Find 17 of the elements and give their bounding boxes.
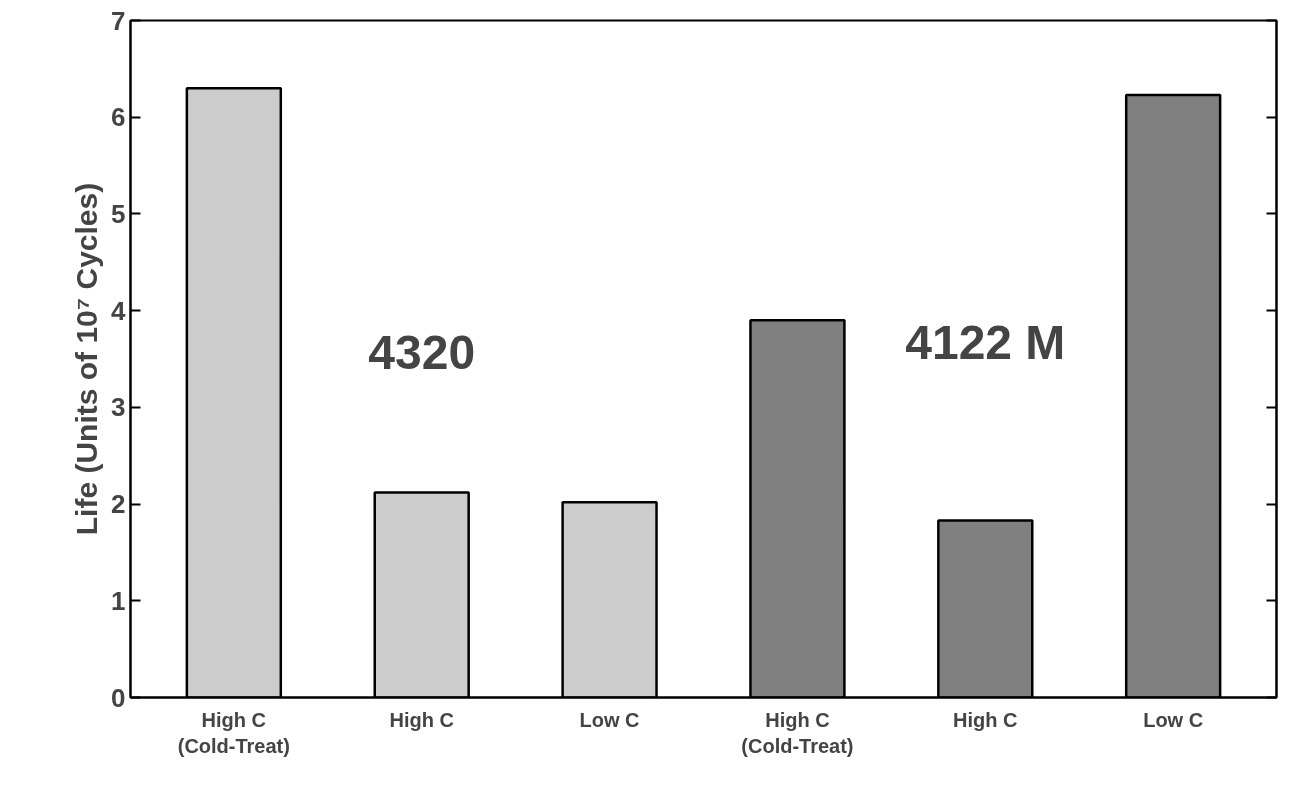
y-tick-label: 4	[111, 295, 127, 326]
y-tick-label: 1	[111, 585, 126, 616]
x-tick-label: High C	[389, 708, 454, 731]
x-tick-label: High C (Cold-Treat)	[177, 708, 290, 757]
annotation: 4122 M	[905, 316, 1066, 370]
y-tick-label: 3	[111, 392, 126, 423]
y-tick-label: 0	[111, 682, 126, 713]
y-tick-label: 6	[111, 102, 126, 133]
y-tick-label: 5	[111, 198, 126, 229]
x-tick-label: High C (Cold-Treat)	[741, 708, 854, 757]
x-tick-label: Low C	[1143, 708, 1204, 731]
y-axis-title: Life (Units of 10⁷ Cycles)	[70, 182, 104, 536]
x-tick-label: High C	[953, 708, 1018, 731]
y-tick-label: 7	[111, 5, 126, 36]
annotation: 4320	[368, 326, 476, 380]
x-tick-label: Low C	[579, 708, 640, 731]
y-tick-label: 2	[111, 489, 126, 520]
